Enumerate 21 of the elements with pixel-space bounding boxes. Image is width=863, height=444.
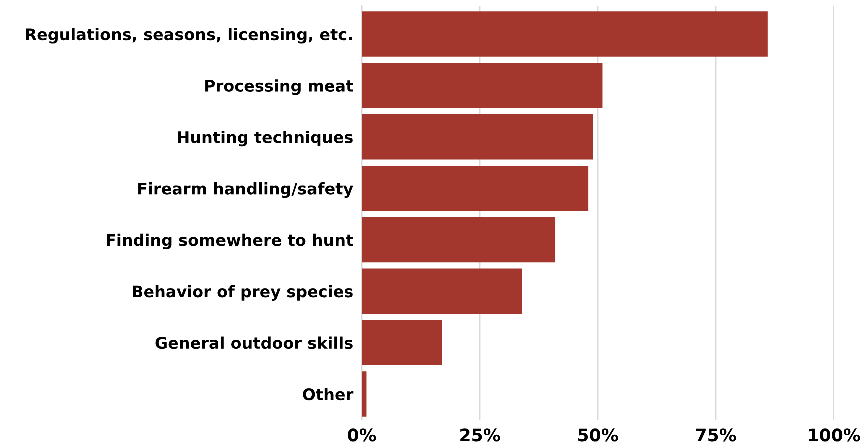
x-tick-label: 75% bbox=[696, 428, 736, 442]
bar bbox=[362, 268, 522, 314]
x-tick-label: 100% bbox=[809, 428, 860, 442]
y-tick-label: Regulations, seasons, licensing, etc. bbox=[26, 28, 352, 44]
bar bbox=[362, 114, 594, 160]
bar bbox=[362, 12, 768, 57]
y-tick-label: Other bbox=[303, 388, 354, 401]
x-tick-label: 50% bbox=[578, 428, 618, 442]
x-tick-label: 0% bbox=[348, 428, 376, 442]
bar bbox=[362, 63, 603, 108]
x-tick-label: 25% bbox=[460, 428, 500, 442]
bar bbox=[362, 217, 556, 263]
y-tick-label: Finding somewhere to hunt bbox=[107, 234, 354, 250]
y-tick-label: Behavior of prey species bbox=[133, 285, 353, 301]
bar bbox=[362, 166, 589, 212]
y-tick-label: General outdoor skills bbox=[156, 336, 353, 350]
bar bbox=[362, 372, 367, 417]
y-tick-label: Processing meat bbox=[206, 80, 354, 96]
y-tick-label: Hunting techniques bbox=[178, 131, 353, 147]
bar bbox=[362, 320, 442, 366]
y-tick-label: Firearm handling/safety bbox=[138, 182, 354, 198]
